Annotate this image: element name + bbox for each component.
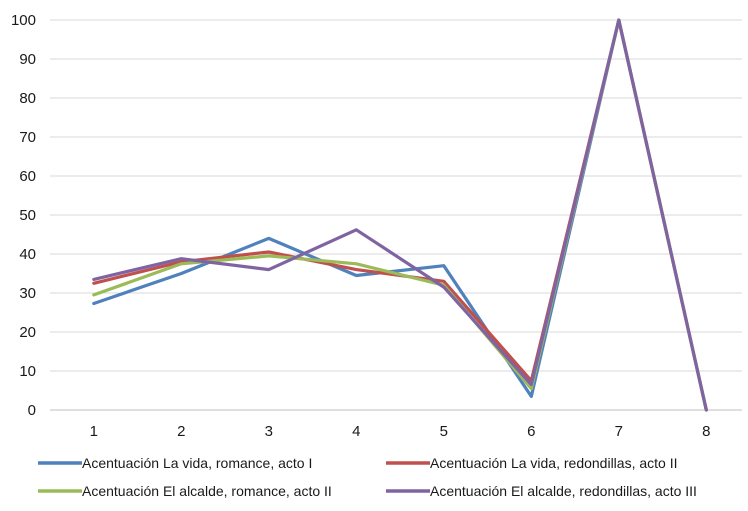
gridlines xyxy=(50,19,742,372)
y-tick-label: 90 xyxy=(19,51,36,68)
x-tick-label: 2 xyxy=(177,423,185,440)
y-tick-label: 60 xyxy=(19,168,36,185)
y-tick-label: 50 xyxy=(19,207,36,224)
y-tick-label: 100 xyxy=(11,12,36,29)
series-line-4 xyxy=(92,18,708,412)
series-lines xyxy=(92,18,708,412)
y-tick-label: 30 xyxy=(19,285,36,302)
x-tick-label: 3 xyxy=(265,423,273,440)
y-tick-label: 20 xyxy=(19,324,36,341)
y-tick-label: 80 xyxy=(19,90,36,107)
legend: Acentuación La vida, romance, acto I Acen… xyxy=(38,455,697,499)
x-tick-label: 8 xyxy=(702,423,710,440)
axes: 0 10 20 30 40 50 60 70 80 90 100 1 2 3 4 5 6 7 8 xyxy=(11,12,742,440)
legend-label: Acentuación La vida, redondillas, acto I… xyxy=(430,455,678,471)
x-tick-label: 5 xyxy=(440,423,448,440)
y-tick-label: 10 xyxy=(19,363,36,380)
legend-label: Acentuación El alcalde, romance, acto II xyxy=(82,483,332,499)
y-tick-label: 40 xyxy=(19,246,36,263)
x-tick-label: 6 xyxy=(527,423,535,440)
x-tick-label: 4 xyxy=(352,423,360,440)
x-tick-label: 1 xyxy=(90,423,98,440)
legend-label: Acentuación La vida, romance, acto I xyxy=(82,455,312,471)
legend-label: Acentuación El alcalde, redondillas, act… xyxy=(430,483,697,499)
y-tick-label: 0 xyxy=(28,402,36,419)
y-tick-label: 70 xyxy=(19,129,36,146)
x-tick-label: 7 xyxy=(615,423,623,440)
